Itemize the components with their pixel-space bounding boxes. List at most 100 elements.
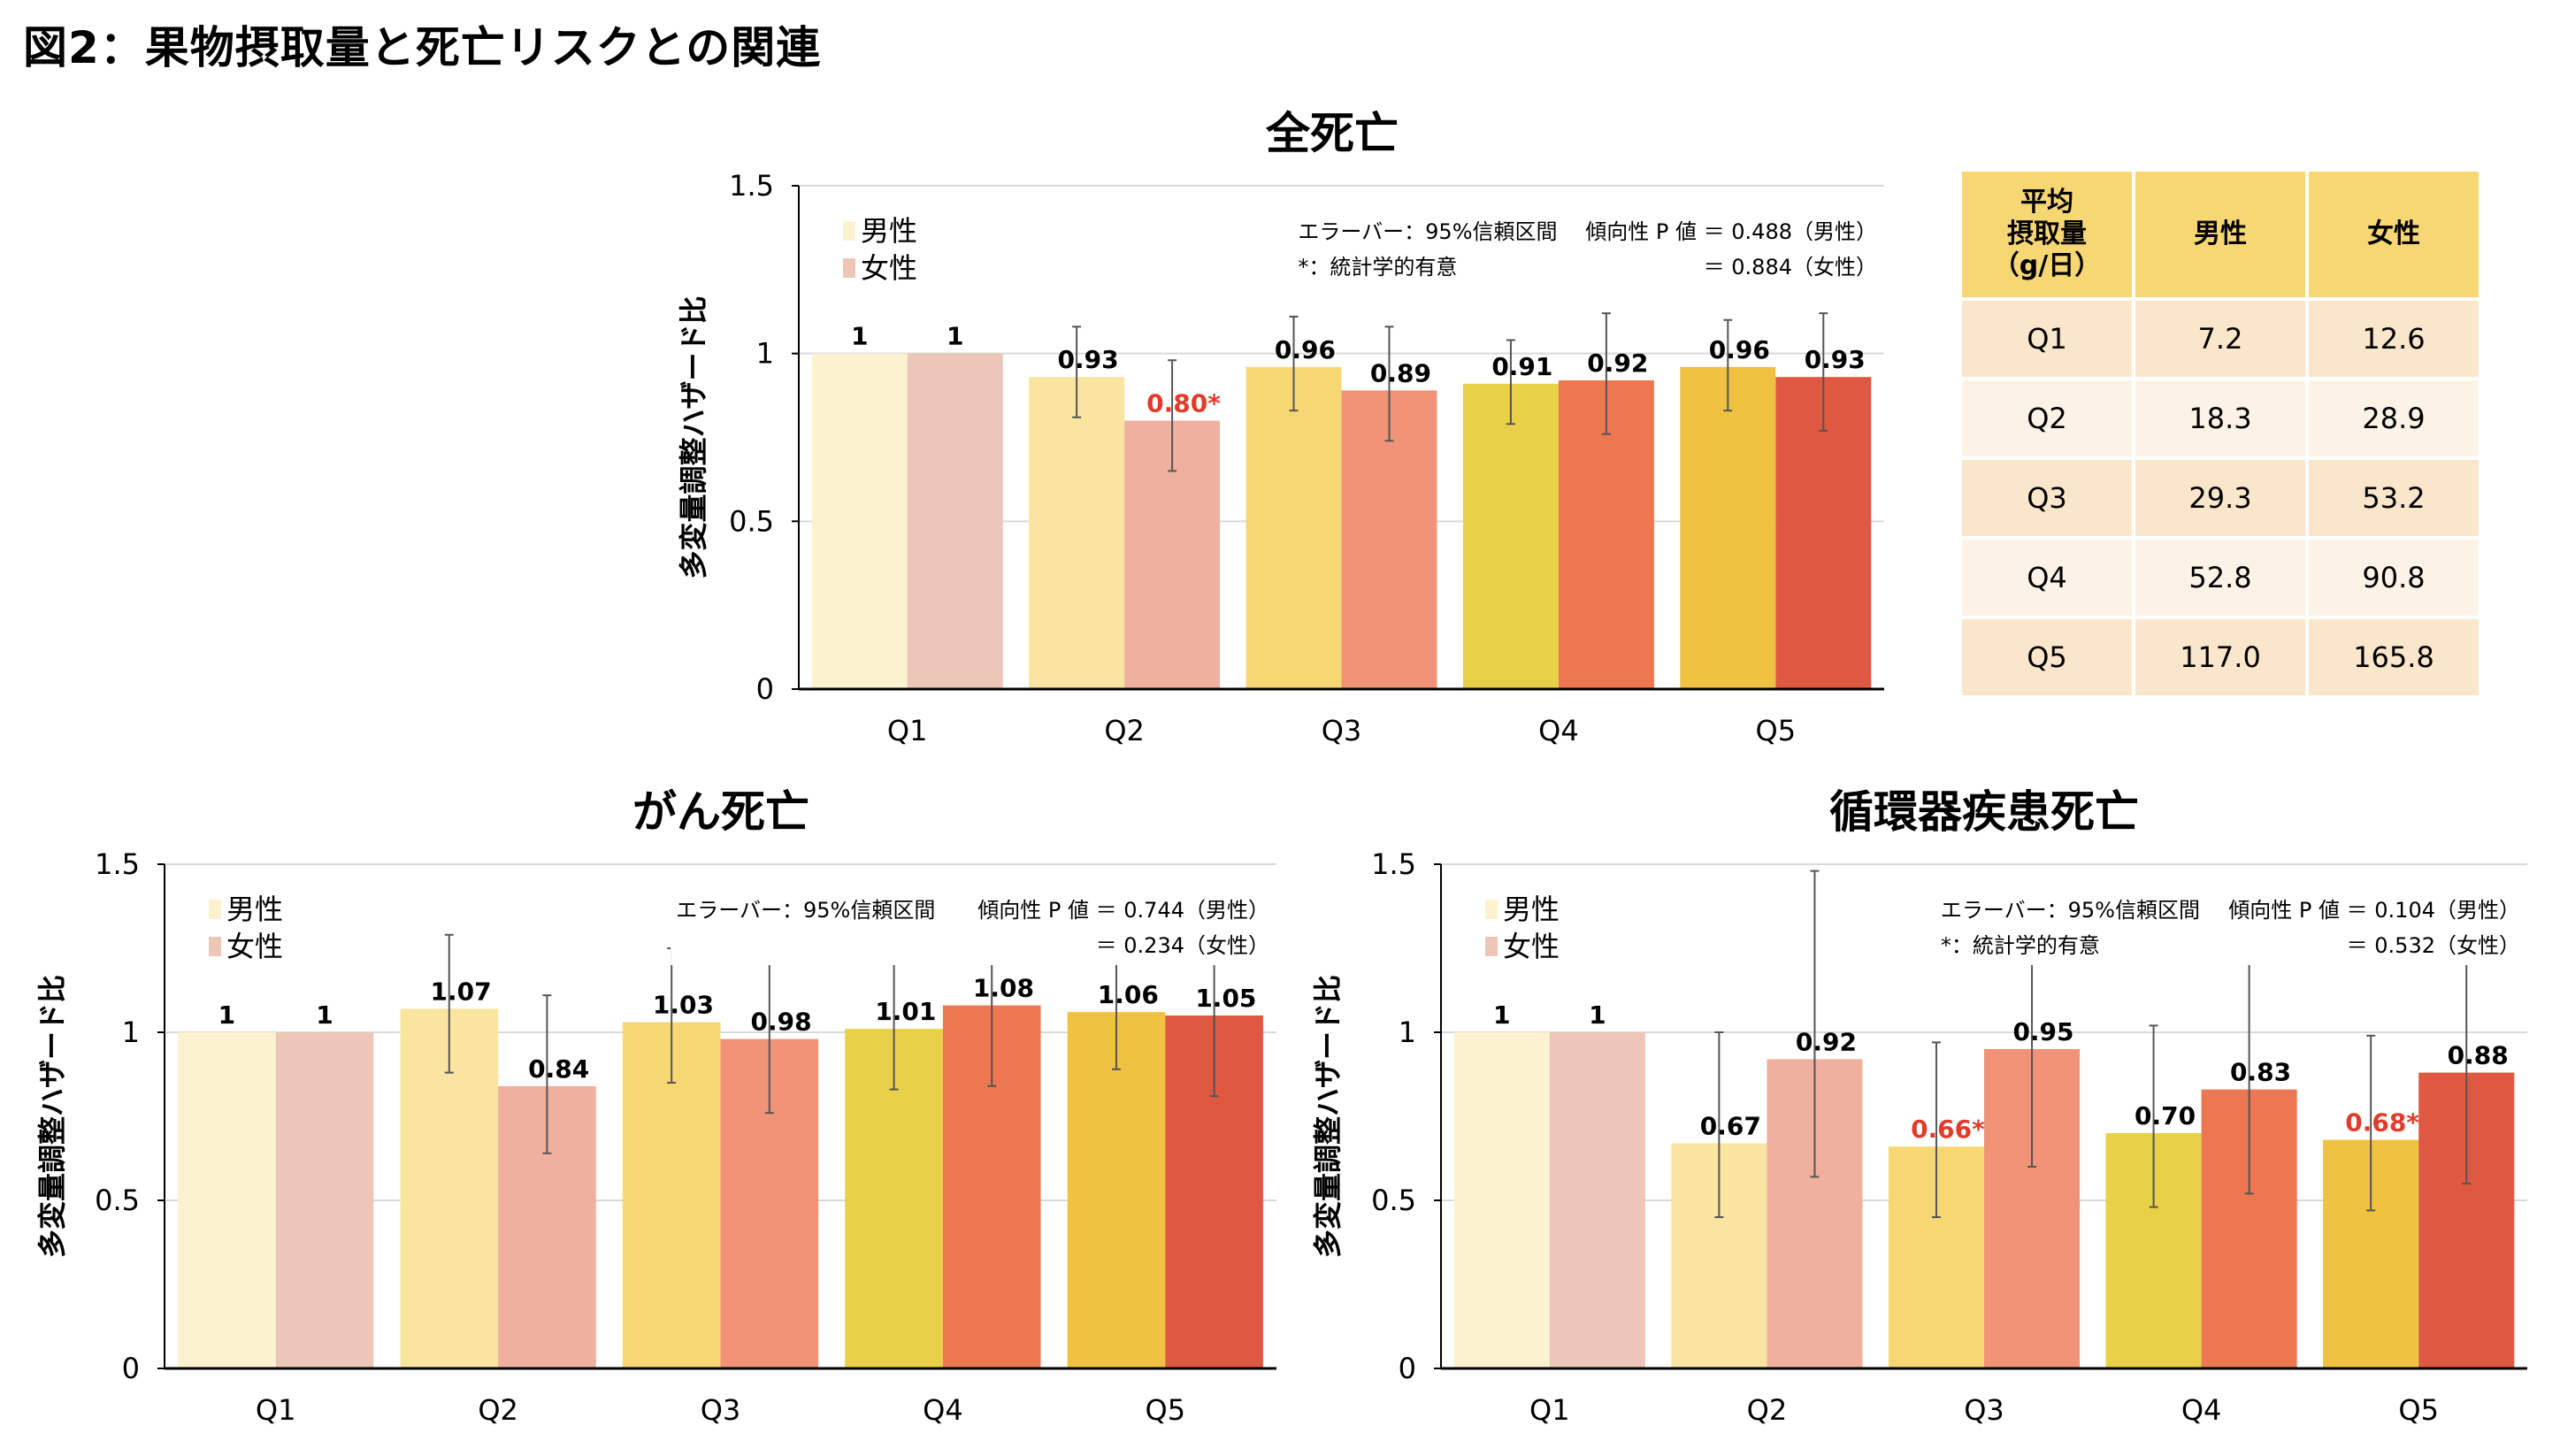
y-axis-label: 多変量調整ハザード比 <box>1311 975 1345 1258</box>
bar-male <box>1680 366 1776 689</box>
y-tick-label: 0 <box>756 672 774 706</box>
data-label: 0.91 <box>1491 352 1552 381</box>
annotation-note: *：統計学的有意 <box>1298 255 1457 280</box>
data-label: 0.96 <box>1709 335 1770 364</box>
bar-male <box>1029 377 1125 689</box>
figure-title: 図2：果物摂取量と死亡リスクとの関連 <box>23 22 822 73</box>
legend-label-female: 女性 <box>226 930 283 963</box>
data-label: 0.93 <box>1805 345 1866 374</box>
y-axis-label: 多変量調整ハザード比 <box>35 975 69 1258</box>
y-tick-label: 0.5 <box>1371 1184 1416 1217</box>
legend-label-female: 女性 <box>861 251 917 285</box>
data-label: 1.08 <box>973 974 1034 1003</box>
table-row: Q1 7.2 12.6 <box>1962 301 2479 377</box>
data-label: 0.83 <box>2230 1058 2291 1087</box>
x-tick-label: Q1 <box>1529 1393 1570 1427</box>
x-tick-label: Q5 <box>1756 714 1797 747</box>
data-label: 1 <box>1493 1000 1510 1030</box>
data-label: 1.07 <box>431 977 492 1006</box>
table-cell-quintile: Q2 <box>1962 380 2132 456</box>
table-row: Q3 29.3 53.2 <box>1962 460 2479 536</box>
y-tick-label: 0 <box>1399 1352 1416 1385</box>
y-tick-label: 0 <box>122 1352 140 1385</box>
bar-male <box>1246 366 1342 689</box>
table-cell-quintile: Q1 <box>1962 301 2132 377</box>
intake-table-header-male: 男性 <box>2135 172 2305 297</box>
legend-swatch-female <box>1485 937 1498 956</box>
table-cell-male: 7.2 <box>2135 301 2305 377</box>
table-cell-male: 52.8 <box>2135 540 2305 616</box>
intake-table-header-amount: 平均 摂取量 （g/日） <box>1962 172 2132 297</box>
bar-male <box>178 1032 276 1368</box>
bar-male <box>1453 1032 1550 1368</box>
table-cell-female: 165.8 <box>2309 619 2479 695</box>
chart-title: 全死亡 <box>1265 108 1399 159</box>
data-label: 0.92 <box>1796 1027 1857 1056</box>
data-label: 1 <box>947 322 963 351</box>
data-label: 0.93 <box>1058 345 1119 374</box>
table-row: Q4 52.8 90.8 <box>1962 540 2479 616</box>
annotation-background <box>1935 894 2518 965</box>
x-tick-label: Q5 <box>1146 1393 1186 1427</box>
legend-label-male: 男性 <box>226 893 283 926</box>
data-label: 0.88 <box>2448 1041 2509 1070</box>
y-tick-label: 1 <box>122 1015 140 1049</box>
legend-swatch-female <box>209 937 221 956</box>
bar-male <box>1462 383 1559 689</box>
table-cell-quintile: Q5 <box>1962 619 2132 695</box>
data-label: 0.80* <box>1146 389 1221 418</box>
annotation-note: エラーバー：95%信頼区間 <box>1298 219 1557 244</box>
data-label: 0.96 <box>1275 335 1336 364</box>
legend-swatch-female <box>843 258 855 278</box>
annotation-background <box>1292 216 1875 287</box>
table-cell-male: 117.0 <box>2135 619 2305 695</box>
bar-male <box>811 353 908 689</box>
x-tick-label: Q4 <box>1538 714 1579 747</box>
table-cell-female: 90.8 <box>2309 540 2479 616</box>
y-tick-label: 0.5 <box>729 504 774 538</box>
annotation-note: エラーバー：95%信頼区間 <box>676 898 935 923</box>
x-tick-label: Q1 <box>887 714 928 747</box>
trend-p-value: ＝ 0.884（女性） <box>1704 255 1877 280</box>
table-cell-quintile: Q3 <box>1962 460 2132 536</box>
annotation-note: *：統計学的有意 <box>1941 933 2100 958</box>
bar-female <box>1549 1032 1645 1368</box>
table-row: Q2 18.3 28.9 <box>1962 380 2479 456</box>
bar-female <box>275 1032 374 1368</box>
data-label: 1 <box>851 322 868 351</box>
y-tick-label: 1.5 <box>95 847 140 881</box>
table-row: Q5 117.0 165.8 <box>1962 619 2479 695</box>
data-label: 1 <box>218 1000 235 1030</box>
header-amount-text: 平均 摂取量 （g/日） <box>1992 187 2102 281</box>
chart-title: 循環器疾患死亡 <box>1829 786 2139 838</box>
intake-table-header-row: 平均 摂取量 （g/日） 男性 女性 <box>1962 172 2479 297</box>
x-tick-label: Q1 <box>256 1393 296 1427</box>
table-cell-male: 18.3 <box>2135 380 2305 456</box>
data-label: 0.98 <box>751 1008 812 1037</box>
legend-label-female: 女性 <box>1503 930 1560 963</box>
table-cell-male: 29.3 <box>2135 460 2305 536</box>
data-label: 1 <box>316 1000 333 1030</box>
data-label: 0.67 <box>1700 1111 1761 1140</box>
y-axis-label: 多変量調整ハザード比 <box>677 295 710 579</box>
intake-table: 平均 摂取量 （g/日） 男性 女性 Q1 7.2 12.6 Q2 18.3 2… <box>1958 168 2482 699</box>
data-label: 1 <box>1589 1000 1606 1030</box>
legend-swatch-male <box>209 900 221 919</box>
trend-p-value: ＝ 0.532（女性） <box>2347 933 2520 958</box>
table-cell-quintile: Q4 <box>1962 540 2132 616</box>
y-tick-label: 1 <box>756 337 774 371</box>
chart-title: がん死亡 <box>632 786 809 838</box>
intake-table-header-female: 女性 <box>2309 172 2479 297</box>
y-tick-label: 1 <box>1399 1015 1416 1049</box>
legend-swatch-male <box>1485 900 1498 919</box>
table-cell-female: 12.6 <box>2309 301 2479 377</box>
y-tick-label: 0.5 <box>95 1184 140 1217</box>
data-label: 0.92 <box>1587 349 1648 378</box>
legend-label-male: 男性 <box>861 214 917 248</box>
data-label: 1.05 <box>1195 984 1256 1013</box>
data-label: 0.95 <box>2012 1017 2073 1046</box>
table-cell-female: 28.9 <box>2309 380 2479 456</box>
legend-label-male: 男性 <box>1503 893 1560 926</box>
legend-swatch-male <box>843 221 855 241</box>
